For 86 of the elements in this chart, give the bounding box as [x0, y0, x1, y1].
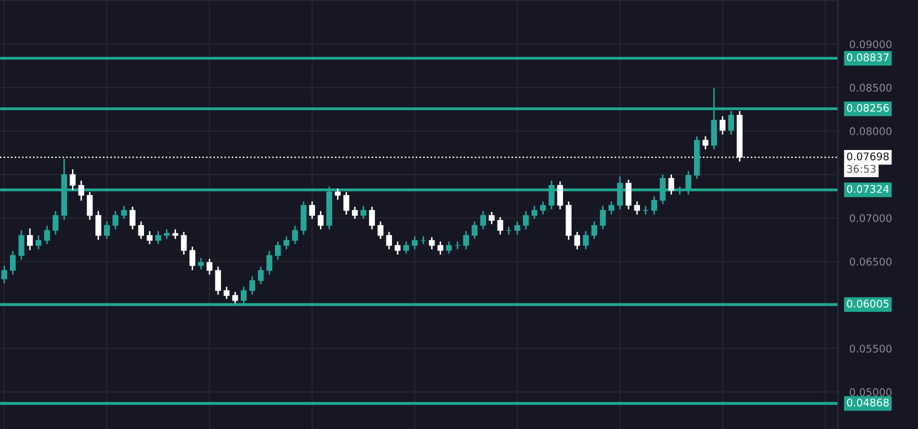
candlestick: [138, 220, 144, 240]
candlestick: [318, 210, 324, 230]
candlestick: [352, 206, 358, 220]
candlestick: [369, 206, 375, 230]
candlestick: [446, 240, 452, 254]
candlestick: [591, 220, 598, 240]
candlestick: [360, 205, 366, 220]
candlestick: [104, 220, 110, 240]
y-tick-label: 0.05500: [850, 344, 892, 353]
candlestick: [44, 225, 50, 245]
candlestick: [155, 230, 162, 245]
candlestick: [608, 200, 614, 216]
ref-line-label: 0.07324: [847, 184, 889, 193]
candlestick: [651, 196, 658, 216]
candlestick: [600, 205, 606, 230]
candlestick: [488, 211, 495, 225]
candlestick: [378, 220, 384, 240]
candlestick: [70, 168, 76, 191]
candlestick: [386, 231, 392, 250]
candlestick: [180, 231, 187, 256]
candlestick: [146, 230, 153, 245]
candlestick: [292, 225, 298, 245]
ref-line-label: 0.08256: [847, 104, 889, 112]
candlestick: [36, 234, 42, 250]
ref-line-label: 0.04868: [847, 398, 889, 406]
candlestick: [557, 180, 564, 210]
candlestick: [206, 258, 212, 276]
candlestick: [284, 236, 290, 250]
candlestick: [52, 210, 58, 236]
y-tick-label: 0.07000: [850, 214, 892, 222]
candlestick: [309, 200, 316, 220]
candlestick: [437, 240, 444, 256]
y-tick-label: 0.08000: [850, 127, 892, 136]
ref-line-label: 0.08837: [847, 53, 889, 62]
candlestick: [78, 180, 84, 202]
candlestick: [582, 230, 589, 250]
ref-line-label: 0.07698: [847, 152, 889, 160]
candlestick: [258, 266, 264, 285]
candlestick: [420, 236, 426, 245]
candlestick: [274, 240, 281, 260]
candlestick: [540, 200, 546, 216]
y-tick-label: 0.05000: [850, 388, 892, 396]
candlestick: [86, 191, 93, 220]
candlestick: [506, 226, 512, 236]
candlestick: [412, 236, 418, 250]
candlestick: [130, 206, 136, 230]
candlestick: [428, 236, 435, 250]
candlestick: [702, 136, 708, 150]
candlestick: [532, 205, 538, 220]
candlestick: [668, 174, 674, 196]
candlestick: [642, 205, 649, 216]
candlestick: [249, 276, 256, 296]
candlestick: [224, 286, 230, 300]
y-tick-label: 0.08500: [850, 84, 892, 92]
candlestick: [232, 291, 238, 304]
candlestick: [394, 240, 401, 256]
candlestick: [189, 246, 196, 271]
candlestick: [634, 200, 640, 216]
candlestick: [463, 230, 469, 250]
candlestick: [10, 250, 16, 276]
candlestick: [626, 179, 632, 210]
candlestick: [95, 210, 102, 240]
candlestick: [172, 228, 178, 240]
candlestick: [403, 240, 410, 254]
candlestick: [121, 205, 127, 220]
candlestick: [497, 216, 504, 236]
y-tick-label: 0.06500: [850, 258, 892, 266]
candlestick: [522, 210, 529, 230]
text: 36:53: [847, 164, 876, 173]
candlestick: [215, 266, 221, 296]
candlestick: [164, 228, 170, 240]
candlestick: [480, 210, 486, 230]
candlestick: [1, 265, 8, 284]
y-tick-label: 0.09000: [850, 40, 892, 48]
candlestick: [514, 220, 520, 236]
candlestick: [198, 257, 204, 270]
ref-line-label: 0.06005: [847, 300, 888, 308]
candlestick: [472, 220, 478, 240]
candlestick: [334, 188, 341, 200]
candlestick: [720, 116, 726, 136]
candlestick: [266, 250, 272, 276]
candlestick: [343, 191, 350, 216]
candlestick: [18, 230, 24, 260]
candlestick: [112, 210, 118, 230]
candlestick: [27, 228, 33, 251]
candlestick: [574, 231, 580, 250]
